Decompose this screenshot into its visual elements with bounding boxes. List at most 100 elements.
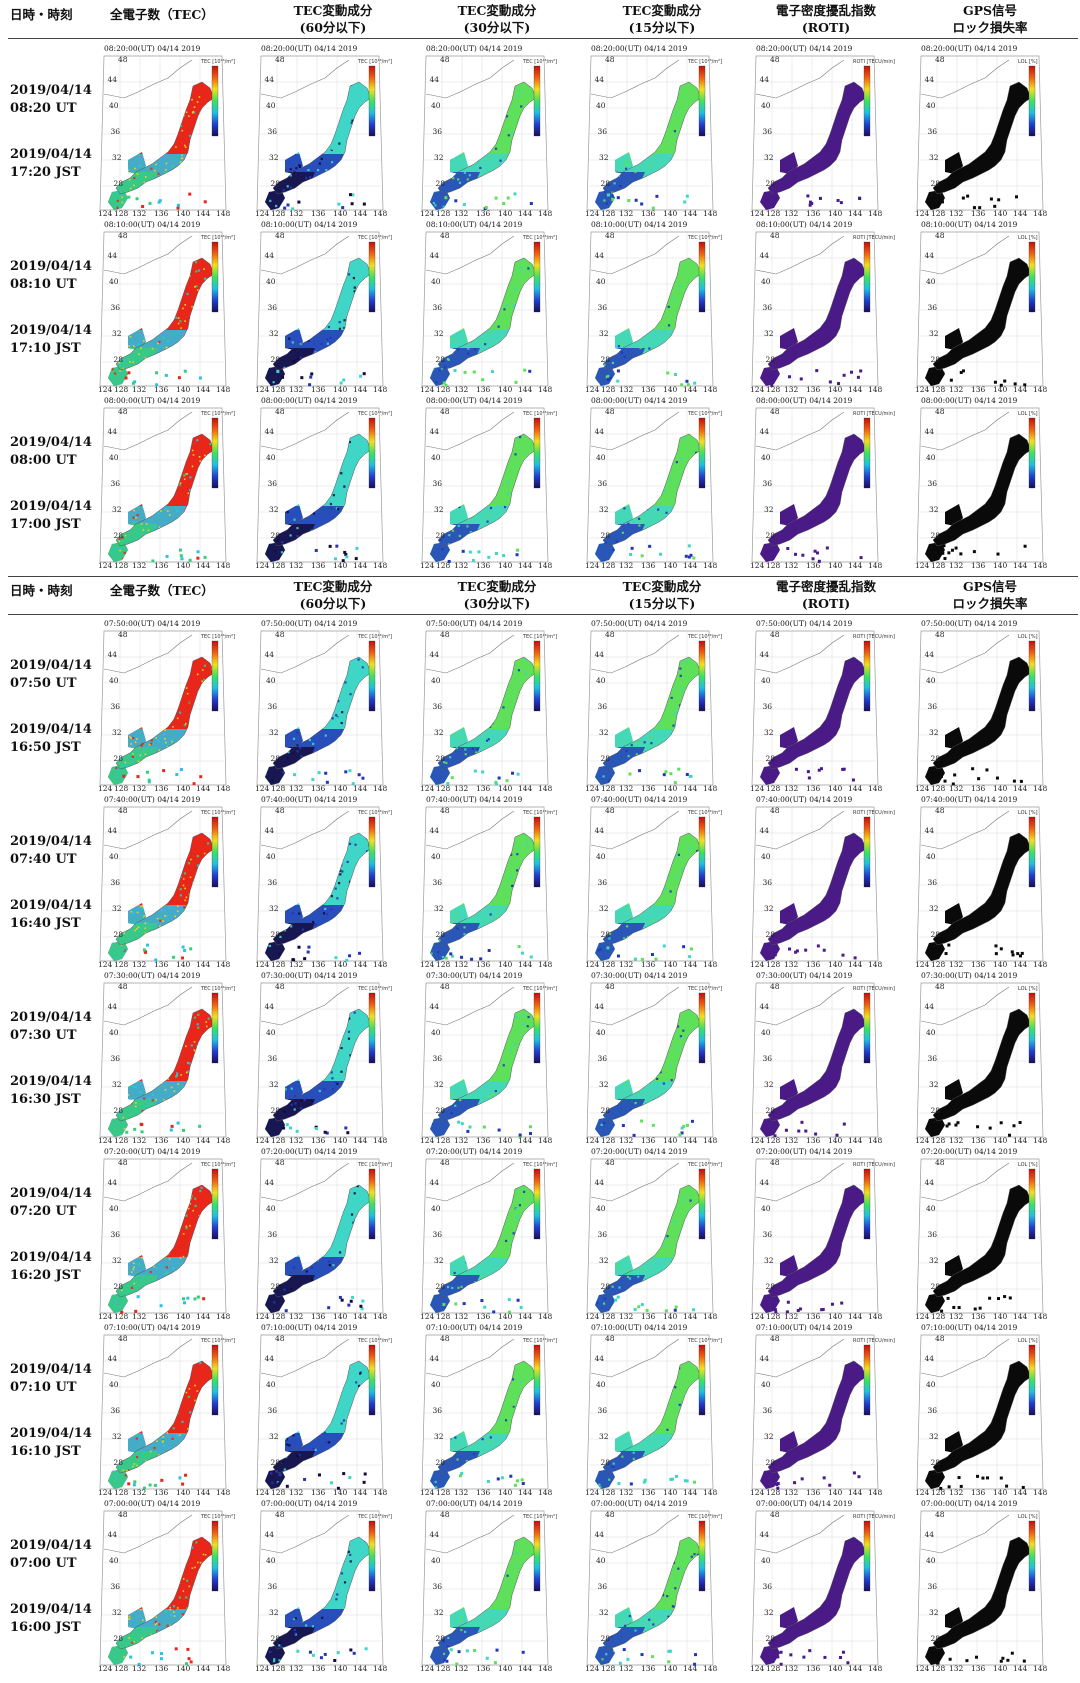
longitude-tick-label: 124 xyxy=(915,561,930,570)
coastline xyxy=(920,1514,1010,1554)
station-dot xyxy=(296,1649,300,1653)
japan-outline xyxy=(115,1360,215,1474)
colorbar-label: TEC [10¹⁶/m²] xyxy=(522,411,557,417)
map-panel: 07:00:00(UT) 04/14 2019 48 44 40 36 32 28 124 12… xyxy=(420,1497,578,1673)
panel-timestamp: 07:10:00(UT) 04/14 2019 xyxy=(921,1323,1018,1332)
latitude-tick-label: 36 xyxy=(928,1054,938,1063)
longitude-tick-label: 128 xyxy=(114,1664,129,1673)
longitude-tick-label: 128 xyxy=(766,784,781,793)
latitude-tick-label: 48 xyxy=(275,55,285,64)
latitude-tick-label: 28 xyxy=(601,1106,611,1115)
japan-outline xyxy=(932,832,1032,946)
station-dot xyxy=(494,780,498,784)
station-dot xyxy=(948,1657,952,1661)
latitude-tick-label: 48 xyxy=(935,407,945,416)
map-panel: 07:20:00(UT) 04/14 2019 48 44 40 36 32 28 124 12… xyxy=(420,1145,578,1321)
longitude-tick-label: 124 xyxy=(255,1312,270,1321)
latitude-tick-label: 36 xyxy=(111,479,121,488)
panel-timestamp: 07:50:00(UT) 04/14 2019 xyxy=(591,619,688,628)
latitude-tick-label: 44 xyxy=(430,1530,440,1539)
colorbar xyxy=(1028,992,1036,1064)
latitude-tick-label: 32 xyxy=(764,505,774,514)
station-dot xyxy=(449,952,453,956)
station-dot xyxy=(181,1482,185,1486)
latitude-tick-label: 36 xyxy=(111,878,121,887)
japan-outline xyxy=(437,257,537,371)
longitude-tick-label: 124 xyxy=(255,385,270,394)
latitude-tick-label: 36 xyxy=(928,127,938,136)
latitude-tick-label: 36 xyxy=(763,1582,773,1591)
latitude-tick-label: 40 xyxy=(761,1204,771,1213)
colorbar-label: ROTI [TECU/min] xyxy=(853,59,895,65)
longitude-tick-label: 132 xyxy=(454,209,469,218)
station-dot xyxy=(774,1310,778,1314)
longitude-tick-label: 140 xyxy=(176,209,191,218)
station-dot xyxy=(310,372,314,376)
colorbar-label: TEC [10¹⁶/m²] xyxy=(522,1338,557,1344)
latitude-tick-label: 40 xyxy=(926,1556,936,1565)
colorbar-label: TEC [10¹⁶/m²] xyxy=(357,1338,392,1344)
latitude-tick-label: 48 xyxy=(770,1158,780,1167)
longitude-tick-label: 140 xyxy=(498,1488,513,1497)
longitude-tick-label: 128 xyxy=(601,561,616,570)
column-header-subtitle: (30分以下) xyxy=(463,596,531,611)
longitude-tick-label: 132 xyxy=(454,1488,469,1497)
longitude-tick-label: 144 xyxy=(353,385,368,394)
longitude-tick-label: 124 xyxy=(585,561,600,570)
station-dot xyxy=(817,559,821,563)
coastline xyxy=(425,235,515,275)
latitude-tick-label: 48 xyxy=(935,630,945,639)
longitude-tick-label: 132 xyxy=(619,784,634,793)
station-dot xyxy=(988,1296,992,1300)
latitude-tick-label: 36 xyxy=(598,1054,608,1063)
coastline xyxy=(920,59,1010,99)
latitude-tick-label: 28 xyxy=(436,1458,446,1467)
longitude-tick-label: 136 xyxy=(641,385,656,394)
longitude-tick-label: 132 xyxy=(619,960,634,969)
latitude-tick-label: 28 xyxy=(271,355,281,364)
longitude-tick-label: 132 xyxy=(454,1136,469,1145)
panel-timestamp: 08:20:00(UT) 04/14 2019 xyxy=(921,44,1018,53)
latitude-tick-label: 44 xyxy=(760,75,770,84)
station-dot xyxy=(1018,1121,1022,1125)
latitude-tick-label: 44 xyxy=(595,1178,605,1187)
longitude-tick-label: 124 xyxy=(420,385,435,394)
longitude-tick-label: 136 xyxy=(311,1136,326,1145)
colorbar xyxy=(863,65,871,137)
station-dot xyxy=(808,1649,812,1653)
station-dot xyxy=(664,770,668,774)
latitude-tick-label: 36 xyxy=(433,303,443,312)
latitude-tick-label: 28 xyxy=(931,179,941,188)
latitude-tick-label: 44 xyxy=(595,1530,605,1539)
station-dot xyxy=(975,1655,979,1659)
coastline xyxy=(755,1514,845,1554)
panel-timestamp: 08:10:00(UT) 04/14 2019 xyxy=(261,220,358,229)
station-dot xyxy=(308,1650,312,1654)
station-dot xyxy=(794,767,798,771)
station-dot xyxy=(616,379,620,383)
station-dot xyxy=(176,1121,180,1125)
latitude-tick-label: 48 xyxy=(935,1158,945,1167)
colorbar xyxy=(863,1344,871,1416)
panel-timestamp: 07:40:00(UT) 04/14 2019 xyxy=(104,795,201,804)
longitude-tick-label: 128 xyxy=(271,209,286,218)
station-dot xyxy=(842,1122,846,1126)
station-dot xyxy=(348,769,352,773)
map-panel: 07:10:00(UT) 04/14 2019 48 44 40 36 32 28 124 12… xyxy=(750,1321,908,1497)
longitude-tick-label: 148 xyxy=(373,561,388,570)
longitude-tick-label: 140 xyxy=(828,209,843,218)
column-header: GPS信号 ロック損失率 xyxy=(910,578,1070,612)
map-panel: 07:20:00(UT) 04/14 2019 48 44 40 36 32 28 124 12… xyxy=(915,1145,1073,1321)
latitude-tick-label: 44 xyxy=(760,427,770,436)
station-dot xyxy=(127,195,131,199)
station-dot xyxy=(285,1123,289,1127)
latitude-tick-label: 28 xyxy=(436,179,446,188)
colorbar-label: TEC [10¹⁶/m²] xyxy=(357,59,392,65)
map-panel: 08:20:00(UT) 04/14 2019 48 44 40 36 32 28 124 12… xyxy=(585,42,743,218)
coastline xyxy=(920,1338,1010,1378)
station-dot xyxy=(180,557,184,561)
station-dot xyxy=(514,380,518,384)
station-dot xyxy=(957,1306,961,1310)
map-panel: 07:40:00(UT) 04/14 2019 48 44 40 36 32 28 124 12… xyxy=(750,793,908,969)
